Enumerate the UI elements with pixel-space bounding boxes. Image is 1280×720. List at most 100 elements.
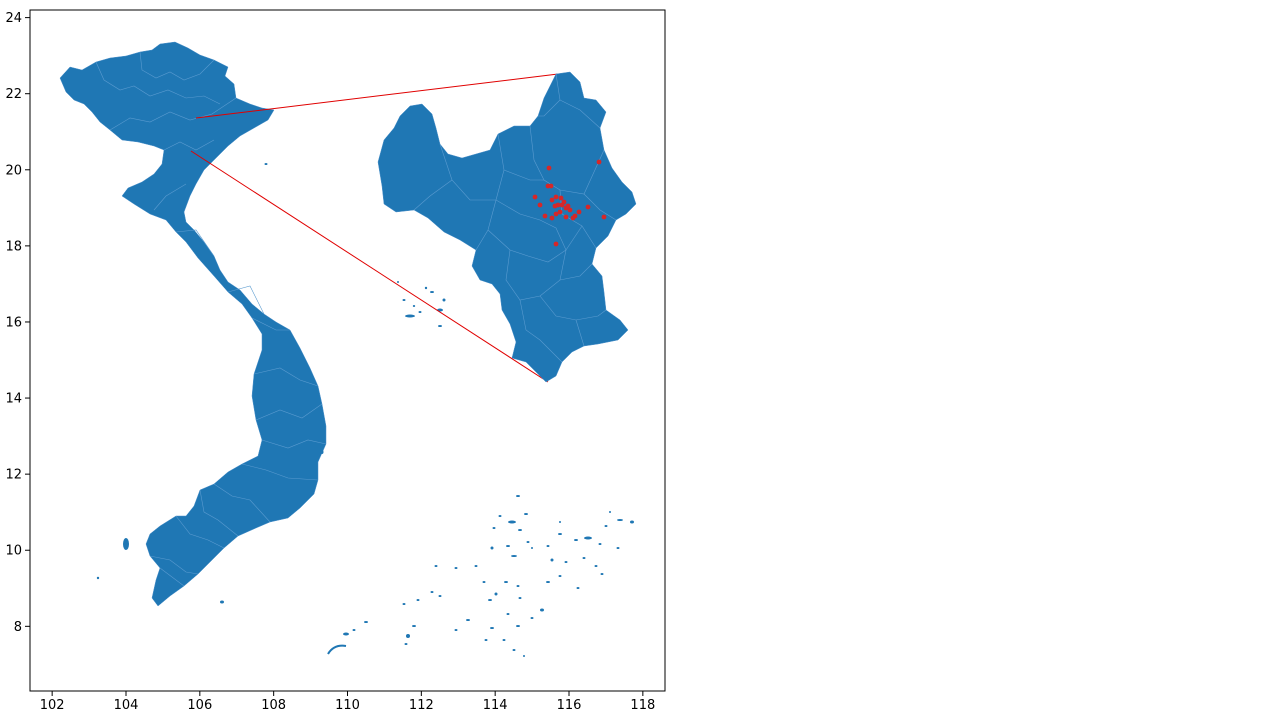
island	[540, 608, 544, 612]
island	[523, 655, 525, 657]
y-tick-label: 20	[5, 163, 22, 178]
x-tick-label: 106	[187, 698, 212, 713]
island	[564, 561, 568, 563]
island	[518, 597, 522, 599]
island	[582, 557, 586, 559]
vietnam-map	[59, 41, 327, 607]
data-point	[549, 215, 555, 221]
data-point	[553, 211, 559, 217]
island	[438, 595, 442, 597]
data-point	[537, 202, 543, 208]
island	[343, 632, 349, 636]
island	[559, 521, 561, 523]
island	[430, 591, 434, 593]
island	[574, 539, 578, 541]
x-tick-label: 118	[630, 698, 655, 713]
island	[584, 536, 592, 540]
island	[516, 625, 520, 627]
island	[466, 619, 470, 621]
x-tick-label: 116	[557, 698, 582, 713]
data-point	[546, 165, 552, 171]
inset-connectors	[190, 73, 559, 383]
island	[546, 545, 550, 547]
y-tick-label: 22	[5, 87, 22, 102]
island	[506, 613, 510, 615]
province-borders	[95, 51, 327, 587]
island	[502, 639, 506, 641]
island	[516, 495, 520, 497]
island	[617, 519, 623, 521]
x-axis: 102 104 106 108 110 112 114 116 118	[40, 691, 655, 713]
island	[404, 643, 408, 645]
island	[630, 520, 634, 524]
island	[412, 625, 416, 627]
data-point	[548, 183, 554, 189]
island	[482, 581, 486, 583]
island	[434, 565, 438, 567]
island	[490, 546, 494, 550]
island	[406, 634, 410, 638]
data-point	[570, 215, 576, 221]
island	[504, 581, 508, 583]
data-point	[558, 195, 564, 201]
island	[604, 525, 608, 527]
x-tick-label: 102	[40, 698, 65, 713]
data-point	[596, 159, 602, 165]
y-tick-label: 12	[5, 468, 22, 483]
data-point	[553, 241, 559, 247]
data-point	[549, 197, 555, 203]
island	[506, 545, 510, 547]
island	[494, 592, 498, 596]
island	[558, 575, 562, 577]
hanoi-inset	[377, 71, 637, 383]
island	[454, 567, 458, 569]
island	[526, 541, 530, 543]
x-tick-label: 108	[261, 698, 286, 713]
data-point	[552, 203, 558, 209]
island	[594, 565, 598, 567]
island	[511, 555, 517, 557]
data-point	[542, 213, 548, 219]
island	[531, 547, 533, 549]
x-tick-label: 112	[409, 698, 434, 713]
y-tick-label: 10	[5, 544, 22, 559]
x-tick-label: 104	[114, 698, 139, 713]
island	[488, 599, 492, 601]
y-axis: 8 10 12 14 16 18 20 22 24	[5, 11, 30, 635]
island	[474, 565, 478, 567]
island	[609, 511, 611, 513]
x-tick-label: 110	[335, 698, 360, 713]
x-tick-label: 114	[483, 698, 508, 713]
island	[598, 543, 602, 545]
island	[546, 581, 550, 583]
data-point	[559, 202, 565, 208]
island	[508, 520, 516, 524]
data-point	[563, 214, 569, 220]
island	[364, 621, 368, 623]
y-tick-label: 18	[5, 239, 22, 254]
island	[550, 558, 554, 562]
island	[327, 644, 347, 655]
island	[402, 603, 406, 605]
data-point	[553, 194, 559, 200]
island	[416, 599, 420, 601]
island	[352, 629, 356, 631]
island	[492, 527, 496, 529]
island	[600, 573, 604, 575]
y-tick-label: 14	[5, 392, 22, 407]
coastal-islands	[96, 163, 324, 604]
island	[518, 529, 522, 531]
island	[576, 587, 580, 589]
island	[512, 649, 516, 651]
island	[490, 627, 494, 629]
y-tick-label: 16	[5, 315, 22, 330]
data-point	[567, 207, 573, 213]
island	[616, 547, 620, 549]
island	[516, 585, 520, 587]
spratly-islands	[327, 495, 634, 657]
island	[530, 617, 534, 619]
island	[498, 515, 502, 517]
island	[454, 629, 458, 631]
data-point	[601, 214, 607, 220]
